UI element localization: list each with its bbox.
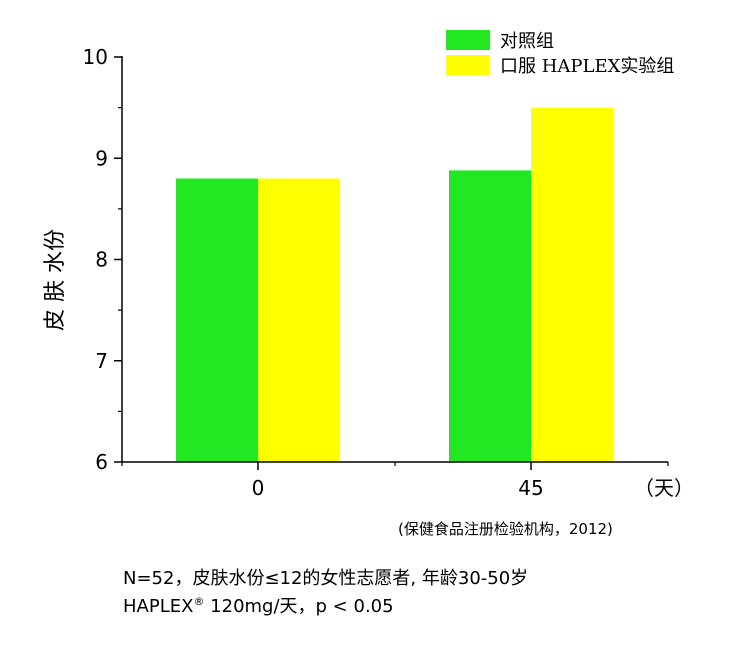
y-tick-label-9: 9 bbox=[95, 146, 108, 170]
bar-haplex-0 bbox=[258, 178, 340, 462]
y-tick-label-8: 8 bbox=[95, 248, 108, 272]
source-note: (保健食品注册检验机构，2012) bbox=[398, 520, 613, 538]
x-tick-label-45: 45 bbox=[518, 476, 543, 500]
bar-control-45 bbox=[449, 170, 531, 462]
legend-swatch-control bbox=[446, 30, 490, 50]
y-axis-label: 皮 肤 水份 bbox=[43, 229, 68, 331]
registered-mark: ® bbox=[193, 595, 205, 608]
bar-control-0 bbox=[176, 178, 258, 462]
footnote-dosage: 120mg/天，p < 0.05 bbox=[204, 596, 394, 617]
legend-label-control: 对照组 bbox=[500, 31, 554, 52]
footnote-line-2: HAPLEX® 120mg/天，p < 0.05 bbox=[123, 592, 394, 618]
y-tick-label-7: 7 bbox=[95, 349, 108, 373]
y-tick-label-6: 6 bbox=[95, 450, 108, 474]
bar-haplex-45 bbox=[531, 107, 613, 462]
legend-swatch-haplex bbox=[446, 55, 490, 75]
bars-group bbox=[176, 107, 613, 462]
y-tick-label-10: 10 bbox=[83, 45, 108, 69]
x-axis-label: （天） bbox=[634, 476, 694, 500]
footnote-brand: HAPLEX bbox=[123, 596, 194, 617]
x-tick-label-0: 0 bbox=[252, 476, 265, 500]
legend-label-haplex: 口服 HAPLEX实验组 bbox=[500, 56, 674, 77]
footnote-line-1: N=52，皮肤水份≤12的女性志愿者, 年龄30-50岁 bbox=[123, 568, 529, 589]
axes-group: 6 7 8 9 10 0 45 （天） 皮 肤 水份 bbox=[43, 45, 694, 500]
